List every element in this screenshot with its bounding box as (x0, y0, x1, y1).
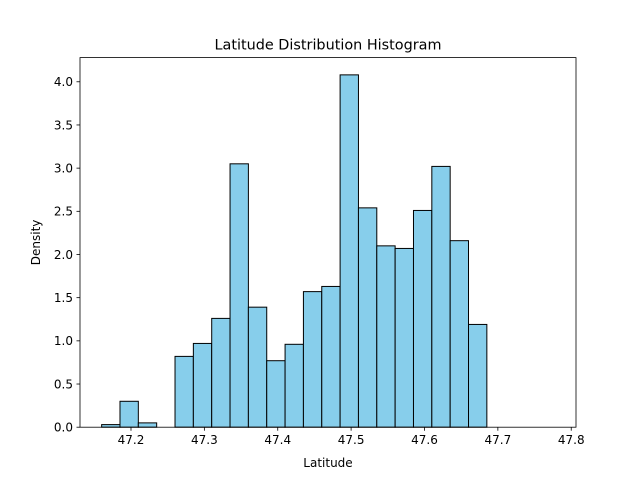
histogram-bar-10 (284, 343, 304, 428)
x-tick-label-4: 47.6 (411, 433, 438, 447)
y-tick-label-4: 2.0 (54, 248, 73, 262)
bars-layer (101, 74, 488, 428)
histogram-bar-5 (192, 342, 213, 428)
histogram-bar-16 (394, 247, 414, 428)
x-axis-ticks: 47.2 47.3 47.4 47.5 47.6 47.7 47.8 (118, 427, 585, 447)
y-tick-label-8: 4.0 (54, 75, 73, 89)
histogram-bar-8 (247, 306, 268, 428)
x-tick-label-0: 47.2 (118, 433, 145, 447)
histogram-bar-14 (357, 207, 378, 428)
histogram-bar-2 (137, 422, 158, 428)
histogram-bar-18 (431, 165, 451, 428)
x-tick-label-2: 47.4 (264, 433, 291, 447)
x-tick-label-5: 47.7 (484, 433, 511, 447)
x-axis-label: Latitude (303, 456, 352, 470)
histogram-bar-9 (266, 360, 286, 428)
histogram-bar-11 (302, 291, 323, 428)
histogram-bar-12 (321, 285, 341, 428)
x-tick-label-6: 47.8 (558, 433, 585, 447)
histogram-bar-15 (376, 245, 396, 428)
y-tick-label-7: 3.5 (54, 118, 73, 132)
histogram-bar-20 (468, 323, 488, 428)
plot-frame (79, 57, 577, 428)
x-tick-label-1: 47.3 (191, 433, 218, 447)
x-tick-label-3: 47.5 (338, 433, 365, 447)
histogram-bar-7 (229, 163, 249, 428)
y-tick-label-1: 0.5 (54, 377, 73, 391)
chart-title: Latitude Distribution Histogram (215, 38, 442, 54)
y-tick-label-0: 0.0 (54, 421, 73, 435)
histogram-bar-13 (339, 74, 359, 428)
histogram-bar-17 (412, 209, 433, 428)
y-tick-label-5: 2.5 (54, 205, 73, 219)
histogram-bar-19 (449, 240, 470, 428)
y-tick-label-3: 1.5 (54, 291, 73, 305)
y-tick-label-2: 1.0 (54, 334, 73, 348)
y-axis-label: Density (29, 220, 43, 266)
histogram-bar-1 (119, 400, 139, 428)
histogram-bar-4 (174, 355, 194, 428)
y-tick-label-6: 3.0 (54, 161, 73, 175)
histogram-bar-6 (211, 317, 231, 428)
y-axis-ticks: 0.0 0.5 1.0 1.5 2.0 2.5 3.0 3.5 4.0 (54, 75, 80, 435)
